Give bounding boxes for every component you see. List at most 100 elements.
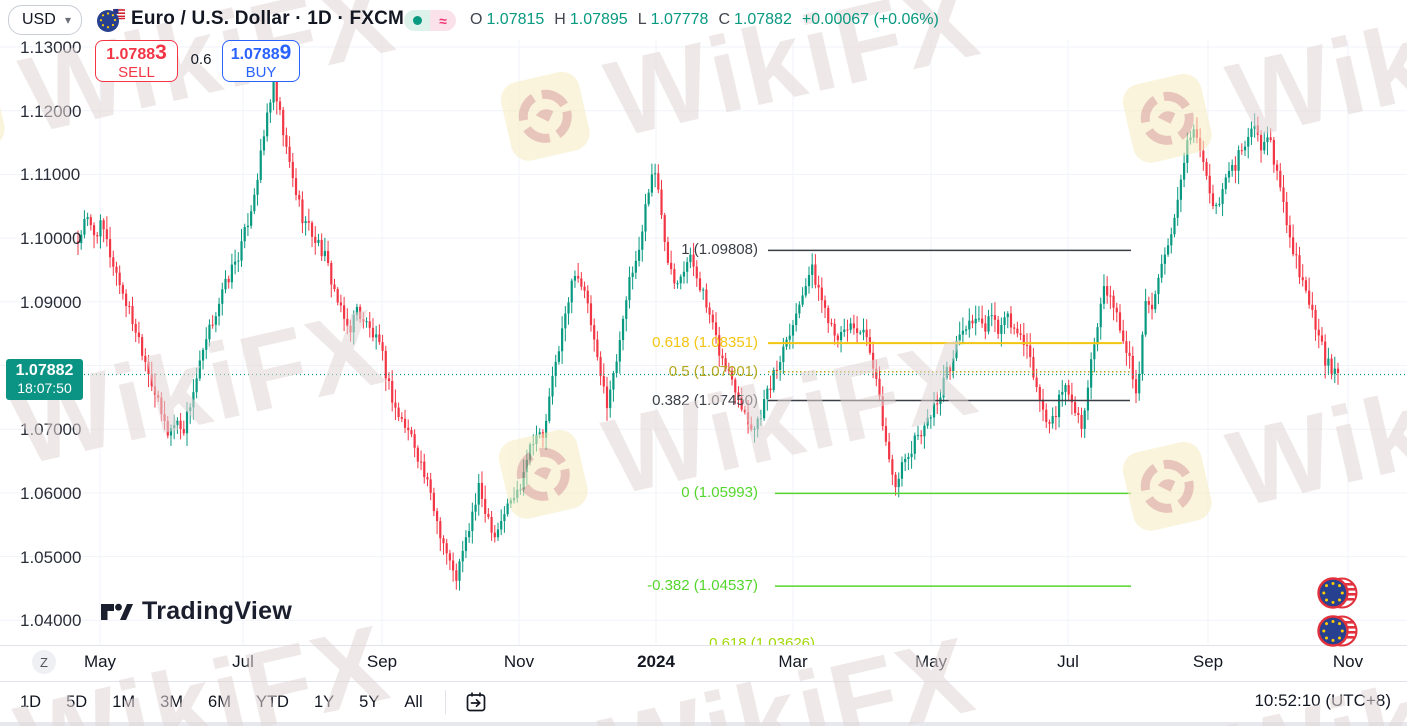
candle-body [532, 444, 535, 446]
candle-body [1336, 368, 1340, 374]
fib-label-0: 0 (1.05993) [681, 484, 758, 502]
currency-select[interactable]: USD ▾ [8, 5, 82, 35]
candle-body [92, 225, 96, 236]
candle-body [185, 411, 189, 434]
market-status-toggle[interactable]: ≈ [404, 10, 456, 31]
candle-body [708, 307, 711, 315]
candle-body [1080, 414, 1083, 429]
range-button-all[interactable]: All [404, 692, 423, 711]
candle-body [852, 323, 855, 329]
candle-body [1118, 312, 1122, 331]
range-button-ytd[interactable]: YTD [255, 692, 289, 711]
range-button-5y[interactable]: 5Y [359, 692, 380, 711]
candle-body [1227, 170, 1231, 178]
fib-label-0.382: 0.382 (1.07450) [652, 391, 758, 409]
range-button-6m[interactable]: 6M [208, 692, 231, 711]
spread-value: 0.6 [190, 51, 212, 68]
candle-body [301, 199, 304, 224]
buy-button[interactable]: 1.07889 BUY [222, 40, 300, 82]
candle-body [448, 553, 452, 561]
price-chart-canvas[interactable] [0, 0, 1407, 681]
candle-body [586, 290, 589, 304]
candle-body [1208, 175, 1211, 194]
toolbar-divider [444, 690, 446, 714]
candle-body [214, 316, 217, 325]
high-label: H [554, 11, 566, 28]
candle-body [621, 318, 625, 341]
candle-body [1317, 329, 1320, 336]
candle-body [541, 432, 544, 438]
range-button-1m[interactable]: 1M [112, 692, 136, 711]
candle-body [721, 355, 724, 359]
candle-body [1000, 325, 1003, 334]
candle-body [682, 271, 686, 277]
go-to-date-button[interactable] [464, 690, 488, 714]
candle-body [580, 278, 583, 287]
candle-body [1327, 358, 1330, 366]
eu-us-flag-badge[interactable] [1316, 575, 1360, 611]
range-button-5d[interactable]: 5D [66, 692, 88, 711]
candle-body [250, 211, 253, 226]
candle-body [516, 489, 519, 498]
candle-body [201, 349, 205, 361]
candle-body [583, 286, 586, 291]
candle-body [176, 420, 179, 426]
range-button-3m[interactable]: 3M [160, 692, 184, 711]
candle-body [1051, 416, 1054, 424]
candle-body [1016, 328, 1019, 334]
candle-body [782, 346, 785, 363]
candle-body [230, 264, 233, 283]
candle-body [147, 361, 150, 375]
timezone-button[interactable]: Z [32, 650, 56, 674]
candle-body [926, 417, 929, 426]
candle-body [314, 236, 317, 243]
candle-body [570, 280, 573, 303]
ohlc-readout: O 1.07815 H 1.07895 L 1.07778 C 1.07882 +0.00067… [470, 11, 943, 29]
candle-body [673, 269, 676, 284]
candle-body [198, 360, 201, 379]
candle-body [294, 178, 298, 196]
candle-body [1279, 170, 1282, 188]
candle-body [1263, 142, 1266, 151]
candle-body [259, 150, 262, 180]
candle-body [1038, 387, 1041, 400]
time-axis-label: 2024 [637, 652, 675, 671]
candle-body [1186, 140, 1189, 163]
candle-body [403, 418, 407, 428]
candle-body [243, 227, 246, 242]
candle-body [275, 79, 278, 102]
candle-body [121, 285, 124, 294]
candle-body [862, 329, 865, 333]
candle-body [984, 323, 987, 332]
candle-body [1231, 164, 1234, 171]
time-axis-label: Jul [232, 652, 254, 671]
candle-body [932, 403, 936, 418]
candle-body [1048, 422, 1051, 424]
last-price-value: 1.07882 [15, 362, 74, 379]
candle-body [1183, 162, 1186, 180]
candle-body [1134, 379, 1138, 394]
candle-body [468, 531, 471, 538]
candle-body [304, 221, 307, 224]
market-open-indicator [404, 10, 430, 31]
sell-button[interactable]: 1.07883 SELL [95, 40, 178, 82]
candle-body [1272, 139, 1275, 165]
candle-body [362, 319, 365, 322]
candle-body [291, 161, 294, 179]
candle-body [743, 409, 746, 413]
candle-body [987, 316, 990, 332]
range-button-1d[interactable]: 1D [20, 692, 42, 711]
candle-body [452, 560, 455, 571]
time-axis[interactable]: Z May Jul Sep Nov 2024 Mar May Jul Sep Nov [0, 645, 1407, 681]
candle-body [929, 417, 932, 419]
candle-body [1131, 355, 1134, 380]
candle-body [827, 307, 830, 324]
tradingview-logo[interactable]: TradingView [100, 597, 292, 626]
flag-badges [1316, 575, 1360, 649]
range-button-1y[interactable]: 1Y [313, 692, 335, 711]
candle-body [535, 434, 538, 445]
eu-us-flag-badge[interactable] [1316, 613, 1360, 649]
candle-body [846, 329, 849, 331]
candle-body [865, 329, 868, 338]
candle-body [256, 179, 259, 195]
